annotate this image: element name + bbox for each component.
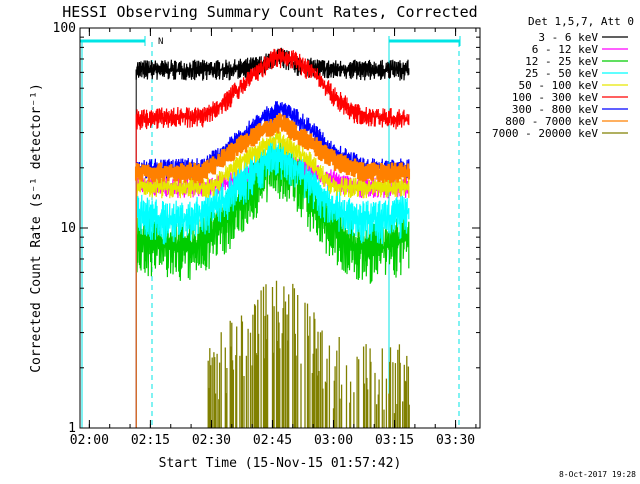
legend-label: 300 - 800 keV — [512, 103, 598, 116]
series-line — [135, 130, 410, 199]
y-axis-label: Corrected Count Rate (s⁻¹ detector⁻¹) — [29, 83, 44, 373]
y-tick-label: 100 — [53, 21, 76, 36]
flag-label: N — [158, 37, 163, 47]
legend-label: 7000 - 20000 keV — [492, 127, 598, 140]
series-line — [135, 48, 410, 130]
legend-label: 25 - 50 keV — [525, 67, 598, 80]
series-7000-20000-kev — [207, 280, 410, 428]
x-tick-label: 03:15 — [375, 433, 414, 448]
chart-title: HESSI Observing Summary Count Rates, Cor… — [62, 3, 477, 21]
y-tick-label: 1 — [68, 421, 76, 436]
x-tick-label: 02:15 — [131, 433, 170, 448]
x-axis-label: Start Time (15-Nov-15 01:57:42) — [159, 456, 402, 471]
legend-label: 3 - 6 keV — [538, 31, 598, 44]
series-800-7000-kev — [134, 113, 411, 428]
footer-date: 8-Oct-2017 19:28 — [559, 470, 636, 479]
legend-label: 12 - 25 keV — [525, 55, 598, 68]
legend-label: 6 - 12 keV — [532, 43, 599, 56]
x-tick-label: 02:45 — [253, 433, 292, 448]
series-line — [134, 113, 411, 184]
legend-label: 800 - 7000 keV — [505, 115, 598, 128]
series-line — [135, 135, 410, 245]
x-tick-label: 02:00 — [70, 433, 109, 448]
legend-label: 100 - 300 keV — [512, 91, 598, 104]
x-tick-label: 03:30 — [436, 433, 475, 448]
y-tick-label: 10 — [60, 221, 76, 236]
axes: 02:00 02:15 02:30 02:45 03:00 03:15 03:30 1 10 10… — [53, 21, 481, 448]
legend-title: Det 1,5,7, Att 0 — [528, 15, 634, 28]
x-tick-label: 02:30 — [192, 433, 231, 448]
plot-area: N — [80, 36, 461, 428]
x-tick-label: 03:00 — [314, 433, 353, 448]
legend-label: 50 - 100 keV — [519, 79, 599, 92]
